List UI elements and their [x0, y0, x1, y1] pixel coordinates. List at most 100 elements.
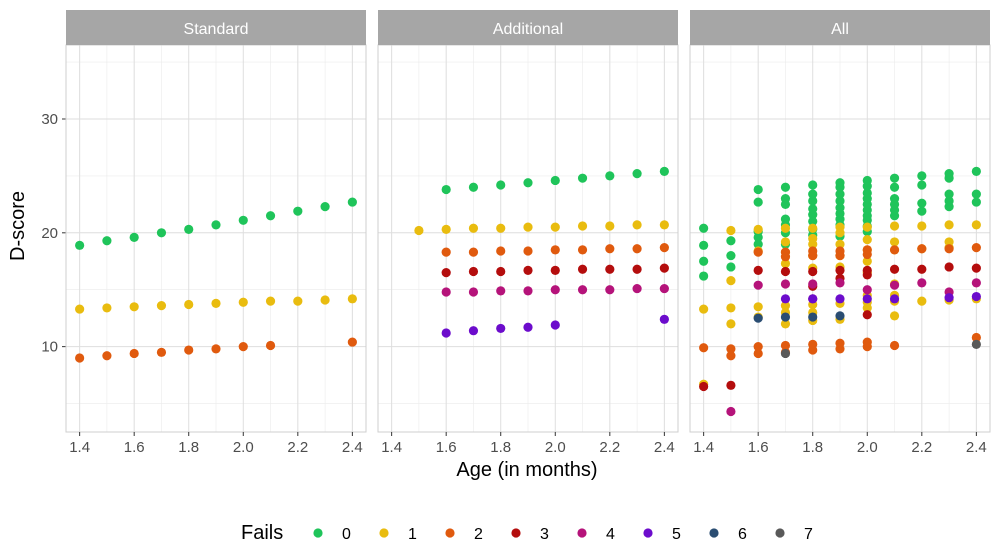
data-point-fails-1	[862, 256, 872, 266]
data-point-fails-2	[862, 245, 872, 255]
data-point-fails-6	[780, 312, 791, 322]
data-point-fails-2	[835, 246, 845, 256]
legend-swatch	[379, 528, 389, 538]
data-point-fails-1	[917, 221, 927, 231]
data-point-fails-1	[808, 233, 818, 244]
data-point-fails-1	[726, 276, 736, 286]
facet-strip	[690, 10, 990, 45]
data-point-fails-0	[102, 236, 112, 246]
data-point-fails-1	[835, 222, 845, 232]
data-point-fails-1	[889, 311, 900, 321]
data-point-fails-1	[238, 297, 248, 307]
data-point-fails-1	[496, 223, 506, 233]
data-point-fails-2	[726, 351, 736, 361]
data-point-fails-5	[550, 320, 560, 330]
data-point-fails-2	[523, 246, 533, 256]
data-point-fails-2	[347, 337, 357, 347]
data-point-fails-1	[862, 222, 872, 232]
data-point-fails-3	[441, 268, 451, 278]
data-point-fails-0	[862, 175, 872, 186]
data-point-fails-0	[808, 196, 818, 206]
legend-item-5: 5	[643, 526, 681, 543]
data-point-fails-2	[632, 244, 642, 254]
facet-strip-label: Standard	[184, 21, 249, 38]
data-point-fails-0	[808, 216, 818, 227]
data-point-fails-0	[726, 250, 736, 261]
data-point-fails-0	[944, 196, 954, 206]
data-point-fails-0	[75, 240, 85, 250]
data-point-fails-2	[605, 244, 615, 254]
data-point-fails-2	[753, 342, 763, 352]
data-point-fails-5	[944, 293, 954, 303]
data-point-fails-2	[780, 340, 791, 351]
data-point-fails-5	[659, 314, 669, 324]
legend-label: 3	[540, 526, 549, 543]
data-point-fails-0	[835, 203, 845, 213]
data-point-fails-7	[971, 339, 981, 349]
data-point-fails-3	[753, 265, 763, 275]
legend-title: Fails	[241, 522, 283, 544]
data-point-fails-3	[468, 266, 479, 277]
data-point-fails-1	[184, 299, 194, 310]
data-point-fails-3	[605, 264, 615, 274]
data-point-fails-5	[862, 294, 872, 304]
legend-swatch	[445, 528, 455, 538]
data-point-fails-4	[808, 279, 818, 289]
data-point-fails-1	[780, 223, 791, 233]
data-point-fails-3	[917, 264, 927, 274]
data-point-fails-0	[699, 240, 709, 250]
data-point-fails-1	[944, 237, 954, 247]
legend-label: 4	[606, 526, 615, 543]
data-point-fails-1	[726, 303, 736, 313]
x-tick-label: 2.2	[911, 439, 932, 456]
data-point-fails-0	[808, 180, 818, 190]
data-point-fails-2	[659, 243, 669, 253]
data-point-fails-0	[780, 214, 791, 224]
data-point-fails-0	[468, 182, 479, 192]
panel-additional: Additional 1.4 1.6 1.8 2.0 2.2 2.4	[377, 10, 679, 456]
legend-item-2: 2	[445, 526, 483, 543]
data-point-fails-0	[523, 178, 533, 188]
data-point-fails-3	[577, 264, 588, 274]
data-point-fails-0	[889, 182, 900, 192]
legend-swatch	[643, 528, 653, 538]
legend-label: 0	[342, 526, 351, 543]
legend: Fails 0 1 2 3 4 5 6 7	[241, 522, 813, 544]
data-point-fails-1	[726, 319, 736, 329]
data-point-fails-1	[862, 235, 872, 245]
x-tick-label: 2.0	[545, 439, 566, 456]
data-point-fails-5	[971, 291, 981, 302]
data-point-fails-1	[211, 298, 221, 308]
data-point-fails-0	[659, 166, 669, 176]
x-tick-label: 2.2	[599, 439, 620, 456]
data-point-fails-1	[523, 222, 533, 232]
x-tick-label: 1.8	[178, 439, 199, 456]
data-point-fails-0	[917, 180, 927, 190]
y-tick-label: 20	[41, 225, 58, 242]
data-point-fails-3	[862, 265, 872, 275]
data-point-fails-1	[414, 225, 424, 236]
data-point-fails-2	[496, 246, 506, 256]
data-point-fails-4	[577, 285, 588, 295]
y-axis-title: D-score	[7, 191, 29, 261]
data-point-fails-2	[577, 245, 588, 255]
data-point-fails-4	[496, 286, 506, 296]
data-point-fails-0	[780, 194, 791, 204]
data-point-fails-2	[753, 247, 763, 257]
data-point-fails-0	[347, 197, 357, 207]
data-point-fails-1	[780, 258, 791, 269]
legend-swatch	[577, 528, 587, 538]
data-point-fails-0	[780, 182, 791, 192]
x-axis-title: Age (in months)	[456, 459, 597, 481]
x-tick-label: 2.4	[654, 439, 675, 456]
data-point-fails-0	[699, 271, 709, 281]
data-point-fails-2	[441, 247, 451, 257]
data-point-fails-4	[632, 283, 642, 294]
data-point-fails-3	[971, 263, 981, 273]
legend-swatch	[709, 528, 719, 538]
data-point-fails-0	[808, 189, 818, 199]
x-tick-label: 1.4	[69, 439, 90, 456]
data-point-fails-0	[753, 197, 763, 207]
